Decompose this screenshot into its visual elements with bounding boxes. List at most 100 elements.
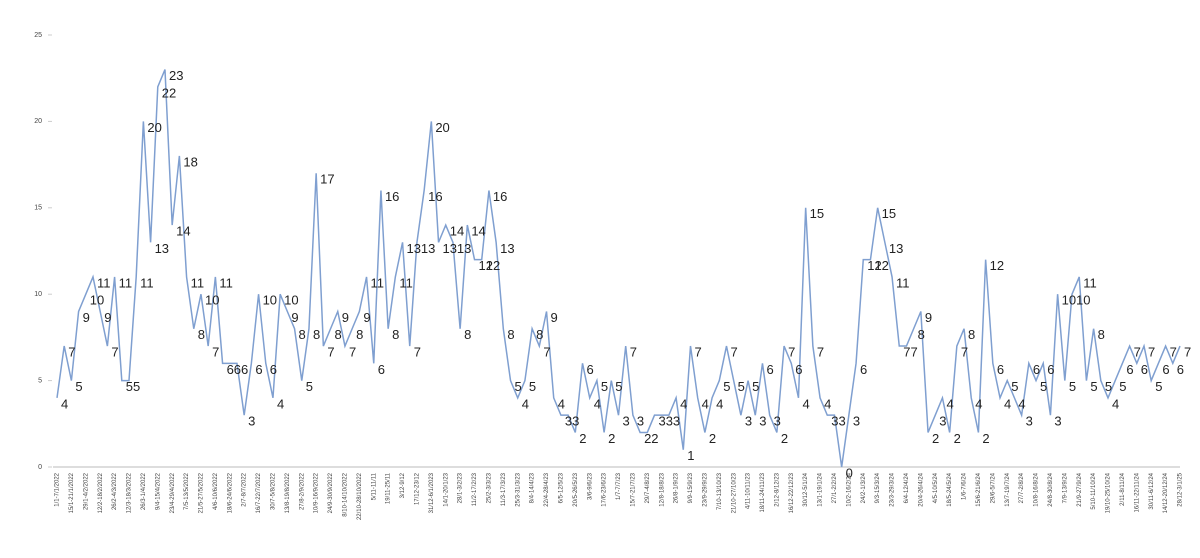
data-label: 8	[392, 327, 399, 342]
data-label: 3	[673, 414, 680, 429]
data-label: 5	[515, 379, 522, 394]
x-tick-label: 16/7-22/7/2022	[256, 472, 262, 513]
x-tick-label: 24/8-30/8/24	[1048, 472, 1054, 506]
x-tick-label: 17/12-23/12	[415, 472, 421, 505]
data-label: 6	[378, 362, 385, 377]
data-label: 6	[1033, 362, 1040, 377]
data-label: 8	[1098, 327, 1105, 342]
data-label: 0	[846, 465, 853, 480]
x-tick-label: 13/1-19/1/24	[818, 472, 824, 506]
data-label: 15	[810, 206, 824, 221]
data-label: 4	[1004, 396, 1011, 411]
data-label: 4	[558, 396, 565, 411]
x-tick-label: 10/9-16/9/2022	[314, 472, 320, 513]
x-tick-label: 28/12-3/1/25	[1178, 472, 1184, 506]
data-label: 9	[342, 310, 349, 325]
data-label: 5	[601, 379, 608, 394]
y-tick-label: 25	[34, 32, 42, 39]
data-label: 9	[291, 310, 298, 325]
x-tick-label: 4/6-10/6/2022	[213, 472, 219, 510]
x-tick-label: 24/9-30/9/2022	[328, 472, 334, 513]
data-label: 14	[450, 224, 464, 239]
x-tick-label: 29/1-4/2/2022	[83, 472, 89, 510]
data-label: 4	[61, 396, 68, 411]
x-tick-label: 22/4-28/4/23	[544, 472, 550, 506]
data-label: 4	[1018, 396, 1025, 411]
x-tick-label: 14/12-20/12/24	[1163, 472, 1169, 513]
data-label: 13	[457, 241, 471, 256]
x-tick-label: 17/6-23/6/23	[602, 472, 608, 506]
x-tick-label: 9/3-15/3/24	[875, 472, 881, 503]
data-line	[56, 69, 1181, 468]
data-label: 5	[1069, 379, 1076, 394]
x-tick-label: 10/2-16/2/24	[846, 472, 852, 506]
data-label: 6	[1162, 362, 1169, 377]
data-label: 20	[147, 120, 161, 135]
data-label: 4	[680, 396, 687, 411]
x-tick-label: 23/3-29/3/24	[890, 472, 896, 506]
data-label: 3	[1026, 414, 1033, 429]
x-tick-label: 1/1-7/1/2022	[55, 472, 61, 506]
x-tick-label: 27/7-2/8/24	[1019, 472, 1025, 503]
data-label: 4	[277, 396, 284, 411]
data-label: 4	[824, 396, 831, 411]
data-label: 7	[68, 344, 75, 359]
data-label: 2	[608, 431, 615, 446]
data-label: 5	[529, 379, 536, 394]
data-label: 15	[882, 206, 896, 221]
x-tick-label: 29/6-5/7/24	[990, 472, 996, 503]
data-label: 20	[435, 120, 449, 135]
x-tick-label: 12/3-18/3/2022	[127, 472, 133, 513]
data-label: 2	[709, 431, 716, 446]
data-label: 3	[623, 414, 630, 429]
data-label: 6	[1141, 362, 1148, 377]
data-label: 6	[795, 362, 802, 377]
data-label: 8	[968, 327, 975, 342]
data-label: 12	[867, 258, 881, 273]
data-label: 6	[1126, 362, 1133, 377]
x-tick-label: 21/10-27/10/23	[731, 472, 737, 513]
x-tick-label: 11/2-17/2/23	[472, 472, 478, 506]
data-label: 7	[414, 344, 421, 359]
data-label: 10	[263, 293, 277, 308]
data-label: 23	[169, 68, 183, 83]
data-label: 3	[572, 414, 579, 429]
x-tick-label: 30/12-5/1/24	[803, 472, 809, 506]
x-tick-label: 20/5-26/5/23	[573, 472, 579, 506]
data-label: 16	[385, 189, 399, 204]
data-label: 17	[320, 172, 334, 187]
data-label: 2	[651, 431, 658, 446]
data-label: 7	[903, 344, 910, 359]
data-label: 3	[565, 414, 572, 429]
data-label: 5	[306, 379, 313, 394]
data-label: 16	[493, 189, 507, 204]
data-label: 4	[522, 396, 529, 411]
x-tick-label: 16/12-22/12/23	[789, 472, 795, 513]
data-label: 14	[471, 224, 485, 239]
x-tick-label: 27/1-2/2/24	[832, 472, 838, 503]
data-label: 12	[874, 258, 888, 273]
data-label: 2	[644, 431, 651, 446]
x-tick-label: 2/7-8/7/2022	[242, 472, 248, 506]
data-label: 8	[507, 327, 514, 342]
data-label: 4	[594, 396, 601, 411]
data-label: 13	[421, 241, 435, 256]
data-label: 5	[738, 379, 745, 394]
x-tick-label: 21/5-27/5/2022	[199, 472, 205, 513]
data-label: 3	[831, 414, 838, 429]
data-label: 11	[399, 275, 413, 290]
x-tick-label: 16/11-22/11/24	[1134, 472, 1140, 512]
data-label: 13	[500, 241, 514, 256]
data-label: 7	[212, 344, 219, 359]
x-tick-label: 13/7-19/7/24	[1005, 472, 1011, 506]
data-label: 5	[126, 379, 133, 394]
data-label: 9	[925, 310, 932, 325]
data-label: 4	[975, 396, 982, 411]
x-tick-label: 26/2-4/3/2022	[112, 472, 118, 510]
x-tick-label: 29/7-4/8/23	[645, 472, 651, 503]
data-label: 2	[781, 431, 788, 446]
x-tick-label: 30/11-6/12/24	[1149, 472, 1155, 509]
data-label: 3	[1054, 414, 1061, 429]
x-tick-label: 14/1-20/1/23	[443, 472, 449, 506]
